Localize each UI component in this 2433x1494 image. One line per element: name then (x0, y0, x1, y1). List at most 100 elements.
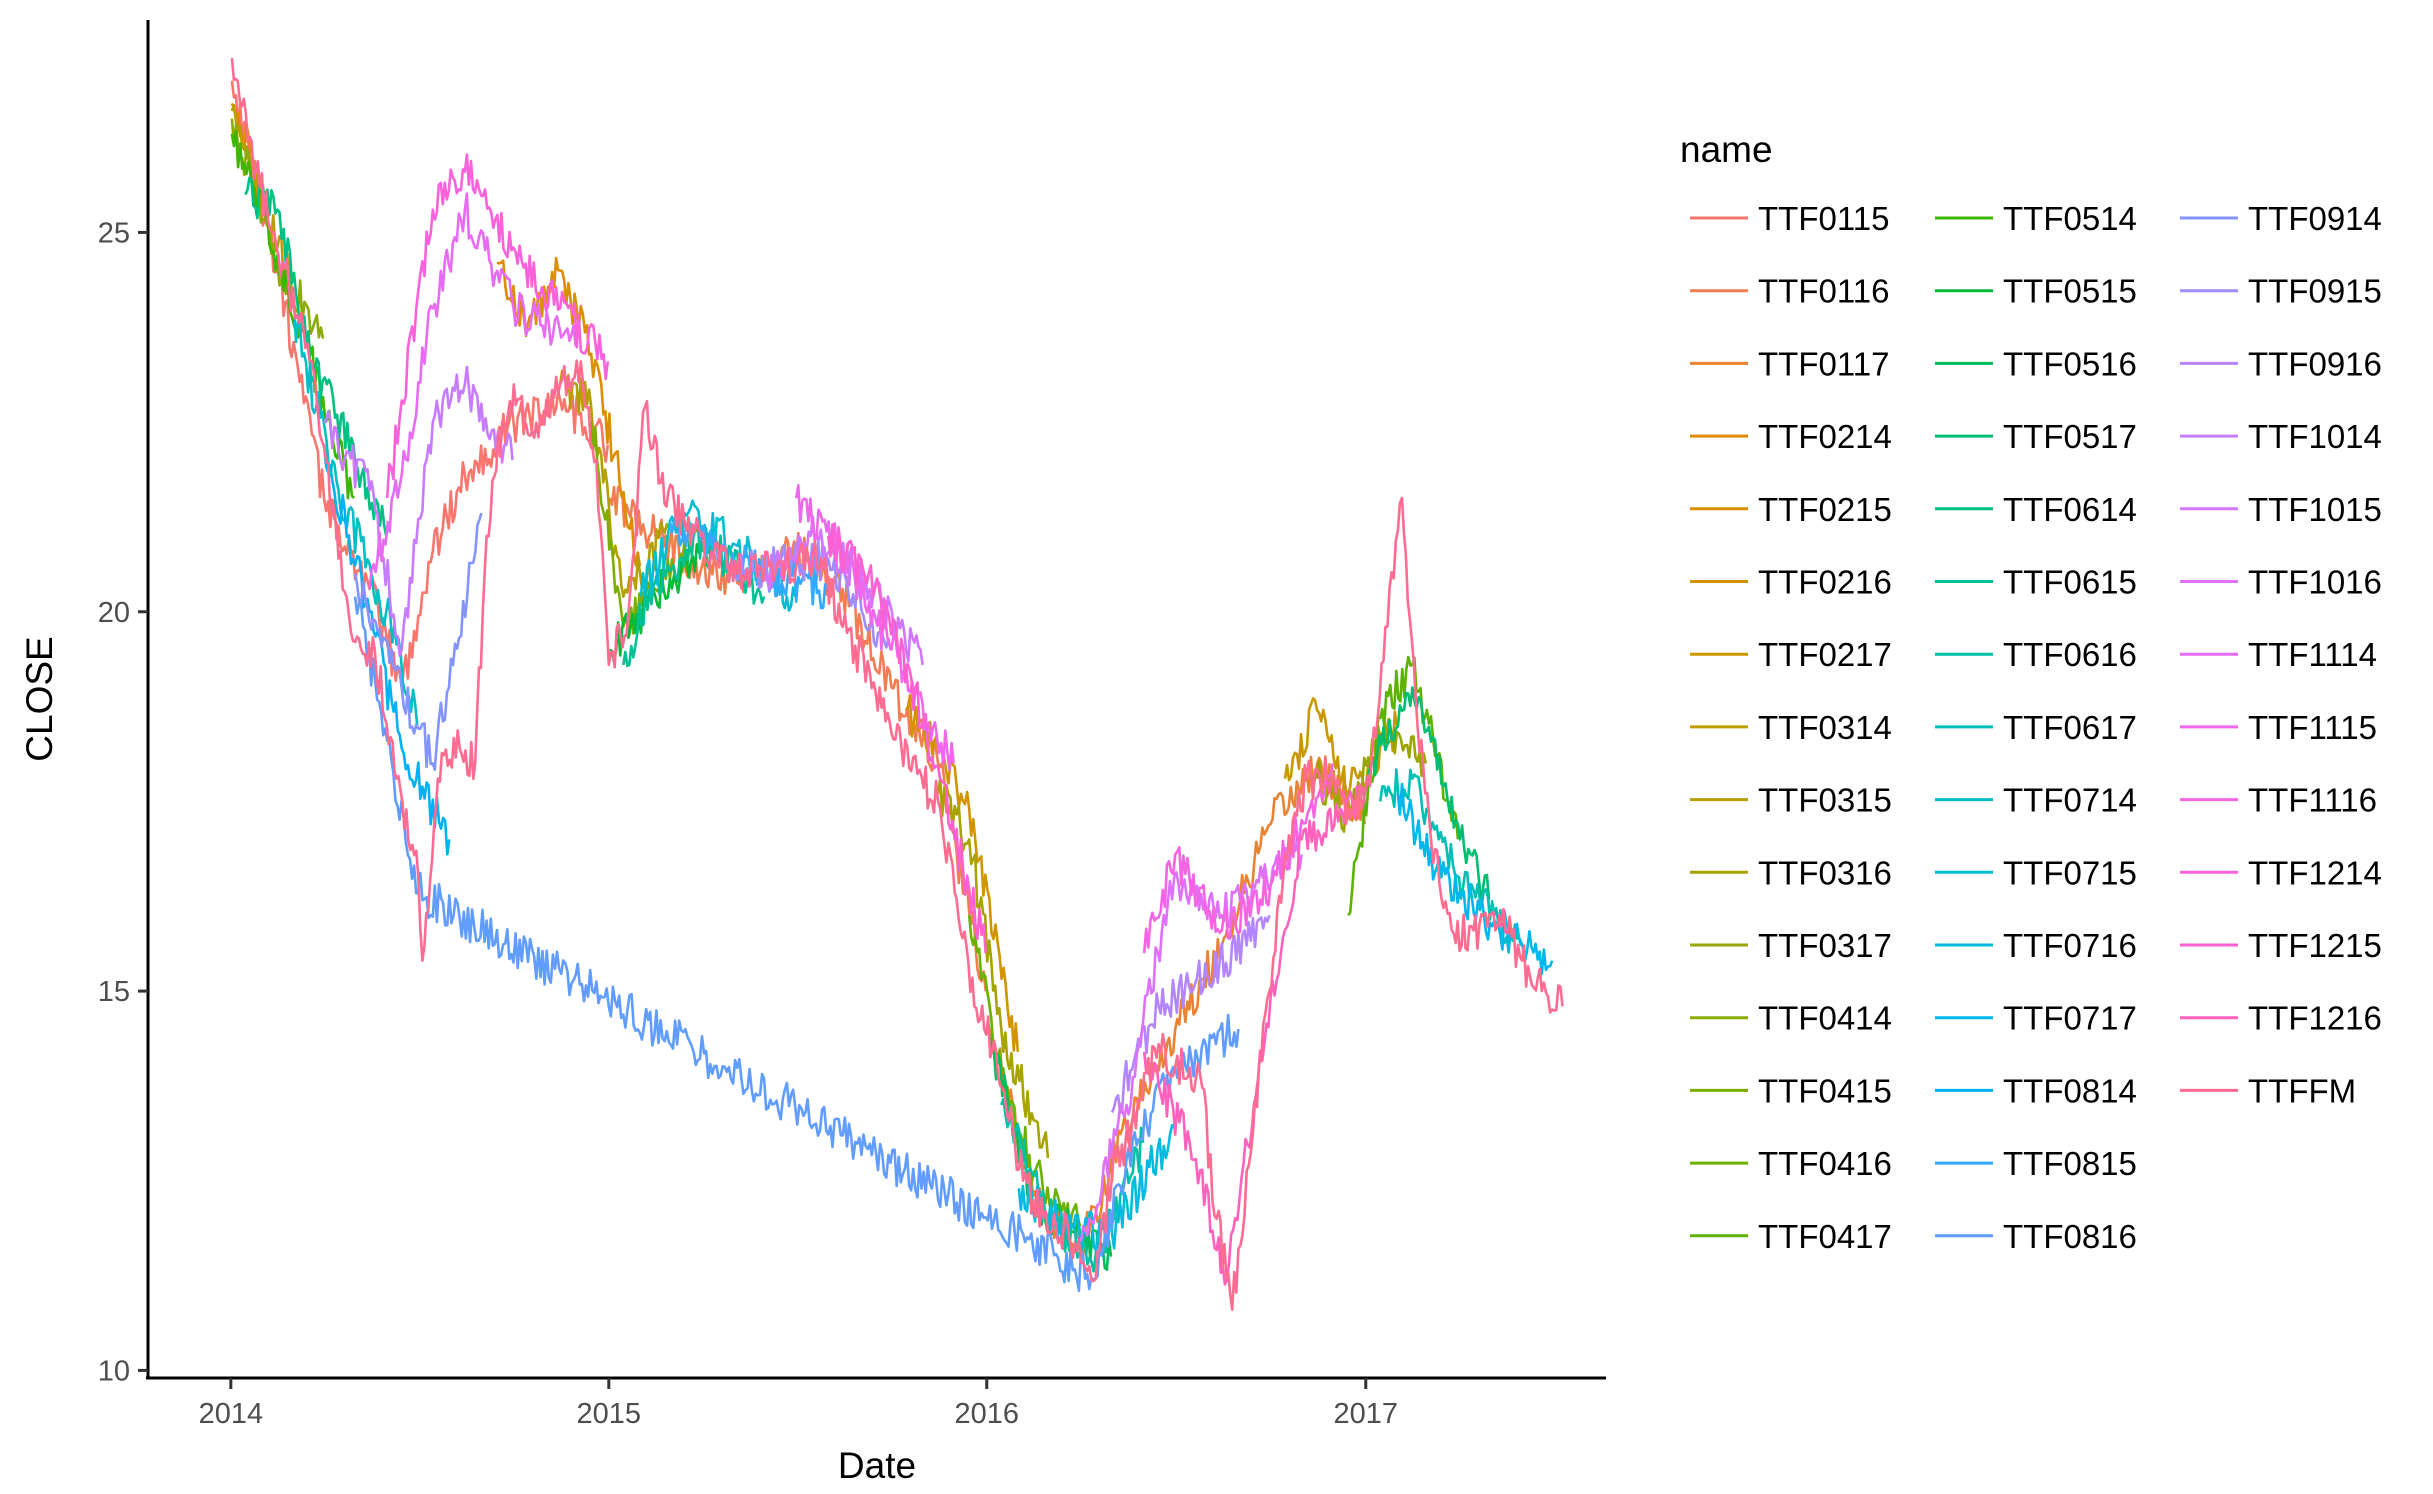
legend-item: TTF0115 (1690, 200, 1889, 237)
series-line-ttf0517 (1365, 686, 1491, 901)
legend-label: TTF0214 (1758, 418, 1892, 455)
legend-item: TTF1014 (2180, 418, 2382, 455)
legend-item: TTF0616 (1935, 636, 2137, 673)
series-line-ttffm (230, 57, 1564, 1311)
legend-label: TTF0217 (1758, 636, 1892, 673)
legend-label: TTF1015 (2248, 491, 2382, 528)
series-line-ttf0816 (353, 596, 1240, 1292)
legend-label: TTF1014 (2248, 418, 2382, 455)
legend-label: TTF0614 (2003, 491, 2137, 528)
legend-label: TTF0117 (1758, 345, 1889, 382)
x-axis-title: Date (838, 1445, 916, 1486)
legend-item: TTF0615 (1935, 564, 2137, 601)
legend-item: TTF0316 (1690, 854, 1892, 891)
legend-item: TTF0416 (1690, 1145, 1892, 1182)
legend-item: TTF0814 (1935, 1072, 2137, 1109)
legend-item: TTFFM (2180, 1072, 2356, 1109)
legend-label: TTF0215 (1758, 491, 1892, 528)
legend-item: TTF1115 (2180, 709, 2377, 746)
legend-label: TTF0716 (2003, 927, 2137, 964)
legend-label: TTF0317 (1758, 927, 1892, 964)
legend-label: TTF0814 (2003, 1072, 2137, 1109)
legend-label: TTF0516 (2003, 345, 2137, 382)
series-line-ttf0614 (244, 176, 388, 537)
legend-item: TTF0714 (1935, 782, 2137, 819)
legend-label: TTF1214 (2248, 854, 2382, 891)
legend-item: TTF0415 (1690, 1072, 1892, 1109)
series-line-ttf0915 (732, 540, 892, 650)
series-line-ttf1114 (368, 192, 577, 590)
legend-item: TTF0117 (1690, 345, 1889, 382)
legend-item: TTF0314 (1690, 709, 1892, 746)
series-line-ttf1214 (385, 153, 610, 499)
legend-label: TTF1016 (2248, 564, 2382, 601)
legend-label: TTF1114 (2248, 636, 2377, 673)
legend-label: TTF0417 (1758, 1218, 1892, 1255)
legend-item: TTF0515 (1935, 273, 2137, 310)
legend-item: TTF1016 (2180, 564, 2382, 601)
legend-label: TTF0116 (1758, 273, 1889, 310)
legend-label: TTF0714 (2003, 782, 2137, 819)
legend-item: TTF1015 (2180, 491, 2382, 528)
legend-item: TTF0516 (1935, 345, 2137, 382)
legend-item: TTF0717 (1935, 1000, 2137, 1037)
legend-label: TTF0816 (2003, 1218, 2137, 1255)
legend-item: TTF0217 (1690, 636, 1892, 673)
series-line-ttf0315 (558, 369, 671, 598)
legend-item: TTF0916 (2180, 345, 2382, 382)
series-line-ttf0417 (1347, 655, 1460, 916)
series-layer (230, 57, 1564, 1311)
legend-label: TTF0915 (2248, 273, 2382, 310)
legend-item: TTF1116 (2180, 782, 2377, 819)
legend-item: TTF1114 (2180, 636, 2377, 673)
legend-label: TTF0515 (2003, 273, 2137, 310)
legend-item: TTF1214 (2180, 854, 2382, 891)
y-tick-label: 20 (98, 597, 130, 629)
legend-label: TTF0616 (2003, 636, 2137, 673)
legend: name TTF0115 TTF0116 TTF0117 TTF0214 TTF0215… (1680, 129, 2382, 1255)
legend-item: TTF0914 (2180, 200, 2382, 237)
legend-item: TTF0317 (1690, 927, 1892, 964)
legend-item: TTF0815 (1935, 1145, 2137, 1182)
legend-item: TTF0517 (1935, 418, 2137, 455)
series-line-ttf0814 (322, 444, 451, 856)
legend-label: TTF0314 (1758, 709, 1892, 746)
legend-label: TTF0715 (2003, 854, 2137, 891)
legend-item: TTF0614 (1935, 491, 2137, 528)
legend-label: TTF1116 (2248, 782, 2377, 819)
legend-item: TTF0216 (1690, 564, 1892, 601)
legend-item: TTF0816 (1935, 1218, 2137, 1255)
series-line-ttf0914 (353, 512, 483, 772)
legend-item: TTF0414 (1690, 1000, 1892, 1037)
legend-label: TTFFM (2248, 1072, 2356, 1109)
x-tick-label: 2014 (199, 1398, 264, 1430)
y-tick-label: 10 (98, 1355, 130, 1387)
legend-label: TTF0415 (1758, 1072, 1892, 1109)
legend-label: TTF1115 (2248, 709, 2377, 746)
legend-item: TTF0715 (1935, 854, 2137, 891)
legend-item: TTF0315 (1690, 782, 1892, 819)
legend-label: TTF0316 (1758, 854, 1892, 891)
series-line-ttf1116 (1142, 763, 1334, 954)
legend-item: TTF0915 (2180, 273, 2382, 310)
y-axis-ticks: 10 15 20 25 (98, 217, 148, 1387)
legend-label: TTF0315 (1758, 782, 1892, 819)
series-line-ttf0116 (608, 485, 987, 992)
legend-label: TTF0617 (2003, 709, 2137, 746)
x-tick-label: 2015 (577, 1398, 642, 1430)
legend-item: TTF1215 (2180, 927, 2382, 964)
legend-item: TTF0215 (1690, 491, 1892, 528)
legend-label: TTF0416 (1758, 1145, 1892, 1182)
y-tick-label: 25 (98, 217, 130, 249)
legend-item: TTF1216 (2180, 1000, 2382, 1037)
series-line-ttf0916 (1110, 914, 1271, 1115)
legend-item: TTF0116 (1690, 273, 1889, 310)
x-tick-label: 2017 (1334, 1398, 1399, 1430)
legend-item: TTF0214 (1690, 418, 1892, 455)
legend-label: TTF0216 (1758, 564, 1892, 601)
legend-item: TTF0514 (1935, 200, 2137, 237)
legend-label: TTF0717 (2003, 1000, 2137, 1037)
legend-label: TTF0115 (1758, 200, 1889, 237)
legend-label: TTF0414 (1758, 1000, 1892, 1037)
